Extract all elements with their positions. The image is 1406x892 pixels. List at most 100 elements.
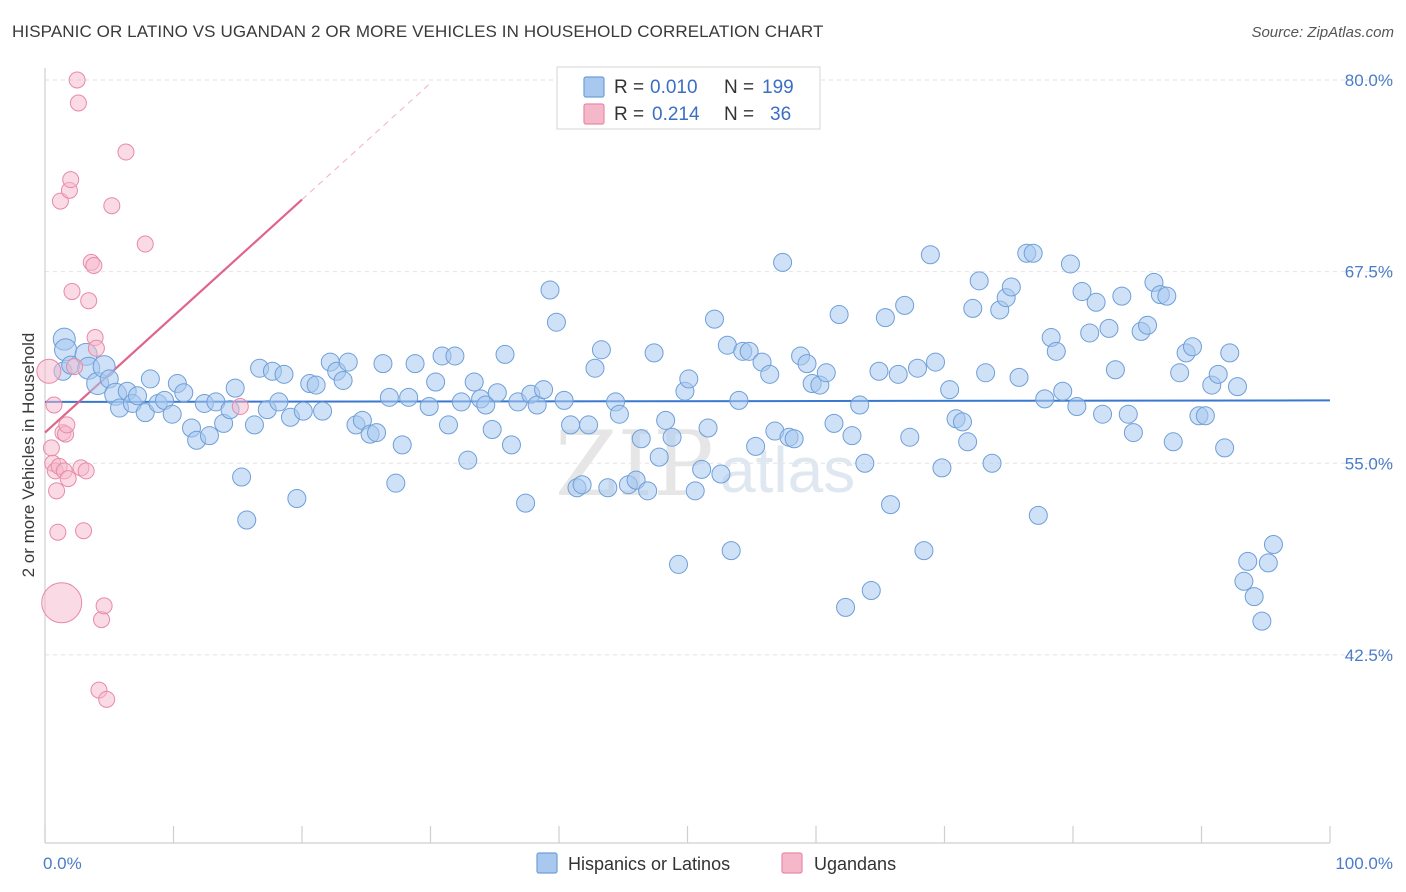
legend-r-value-1: 0.010	[650, 77, 698, 98]
point-hispanic	[482, 420, 502, 440]
point-hispanic	[920, 245, 940, 265]
point-hispanic	[1208, 364, 1228, 384]
point-hispanic	[982, 453, 1002, 473]
point-hispanic	[287, 489, 307, 509]
point-hispanic	[1009, 367, 1029, 387]
grid-lines	[45, 79, 1393, 656]
bottom-legend-swatch-hispanics	[536, 852, 558, 874]
y-tick-label: 80.0%	[1345, 71, 1393, 90]
point-hispanic	[692, 459, 712, 479]
trend-lines	[44, 82, 1331, 434]
point-hispanic	[373, 354, 393, 374]
point-ugandan	[87, 339, 105, 357]
point-hispanic	[888, 364, 908, 384]
point-hispanic	[1234, 571, 1254, 591]
legend-n-label-1: N =	[724, 77, 754, 98]
legend-swatch-hispanics	[583, 76, 605, 98]
point-hispanic	[1170, 363, 1190, 383]
point-hispanic	[464, 372, 484, 392]
legend-n-value-1: 199	[762, 77, 794, 98]
point-hispanic	[392, 435, 412, 455]
point-ugandan	[231, 398, 249, 416]
point-hispanic	[760, 364, 780, 384]
point-hispanic	[1028, 505, 1048, 525]
top-legend: R = 0.010 N = 199 R = 0.214 N = 36	[556, 66, 821, 130]
point-ugandan	[58, 416, 76, 434]
point-hispanic	[797, 354, 817, 374]
point-hispanic	[704, 309, 724, 329]
point-hispanic	[554, 390, 574, 410]
point-hispanic	[1099, 318, 1119, 338]
point-hispanic	[1183, 337, 1203, 357]
point-hispanic	[976, 363, 996, 383]
point-ugandan	[93, 611, 111, 629]
point-ugandan	[80, 292, 98, 310]
point-hispanic	[1252, 611, 1272, 631]
point-hispanic	[958, 432, 978, 452]
point-hispanic	[739, 341, 759, 361]
point-ugandan	[103, 197, 121, 215]
point-hispanic	[900, 427, 920, 447]
point-hispanic	[669, 554, 689, 574]
point-hispanic	[487, 383, 507, 403]
point-ugandan	[117, 143, 135, 161]
point-ugandan	[48, 482, 66, 500]
point-hispanic	[679, 369, 699, 389]
point-hispanic	[1263, 534, 1283, 554]
point-hispanic	[1072, 282, 1092, 302]
point-ugandan	[75, 522, 93, 540]
point-hispanic	[1023, 243, 1043, 263]
y-tick-label: 55.0%	[1345, 454, 1393, 473]
point-hispanic	[1112, 286, 1132, 306]
point-hispanic	[729, 390, 749, 410]
point-hispanic	[784, 429, 804, 449]
point-hispanic	[232, 467, 252, 487]
point-hispanic	[721, 541, 741, 561]
point-ugandan	[77, 462, 95, 480]
point-hispanic	[451, 392, 471, 412]
point-hispanic	[313, 401, 333, 421]
point-hispanic	[1086, 292, 1106, 312]
point-hispanic	[908, 358, 928, 378]
point-hispanic	[1195, 406, 1215, 426]
point-ugandan	[85, 256, 103, 274]
point-hispanic	[1227, 377, 1247, 397]
point-hispanic	[333, 370, 353, 390]
point-hispanic	[836, 597, 856, 617]
point-ugandan	[59, 470, 77, 488]
trend-line-ugandans	[44, 198, 303, 434]
point-hispanic	[306, 375, 326, 395]
point-hispanic	[895, 295, 915, 315]
point-hispanic	[585, 358, 605, 378]
point-hispanic	[940, 380, 960, 400]
point-hispanic	[1244, 587, 1264, 607]
point-hispanic	[225, 378, 245, 398]
point-hispanic	[824, 413, 844, 433]
point-hispanic	[1001, 277, 1021, 297]
point-hispanic	[875, 308, 895, 328]
point-ugandan	[41, 582, 83, 624]
point-hispanic	[685, 481, 705, 501]
point-hispanic	[572, 475, 592, 495]
trend-extension-ugandans	[301, 82, 431, 200]
point-hispanic	[1046, 341, 1066, 361]
legend-swatch-ugandans	[583, 103, 605, 125]
point-hispanic	[631, 429, 651, 449]
point-hispanic	[662, 427, 682, 447]
point-hispanic	[501, 435, 521, 455]
point-hispanic	[174, 383, 194, 403]
point-ugandan	[45, 396, 63, 414]
point-hispanic	[850, 395, 870, 415]
point-hispanic	[399, 387, 419, 407]
point-ugandan	[98, 690, 116, 708]
point-ugandan	[68, 71, 86, 89]
point-hispanic	[746, 436, 766, 456]
point-hispanic	[1123, 423, 1143, 443]
bottom-legend-swatch-ugandans	[781, 852, 803, 874]
point-hispanic	[540, 280, 560, 300]
point-ugandan	[63, 283, 81, 301]
point-hispanic	[476, 395, 496, 415]
point-hispanic	[199, 426, 219, 446]
point-hispanic	[1220, 343, 1240, 363]
legend-n-label-2: N =	[724, 104, 754, 125]
